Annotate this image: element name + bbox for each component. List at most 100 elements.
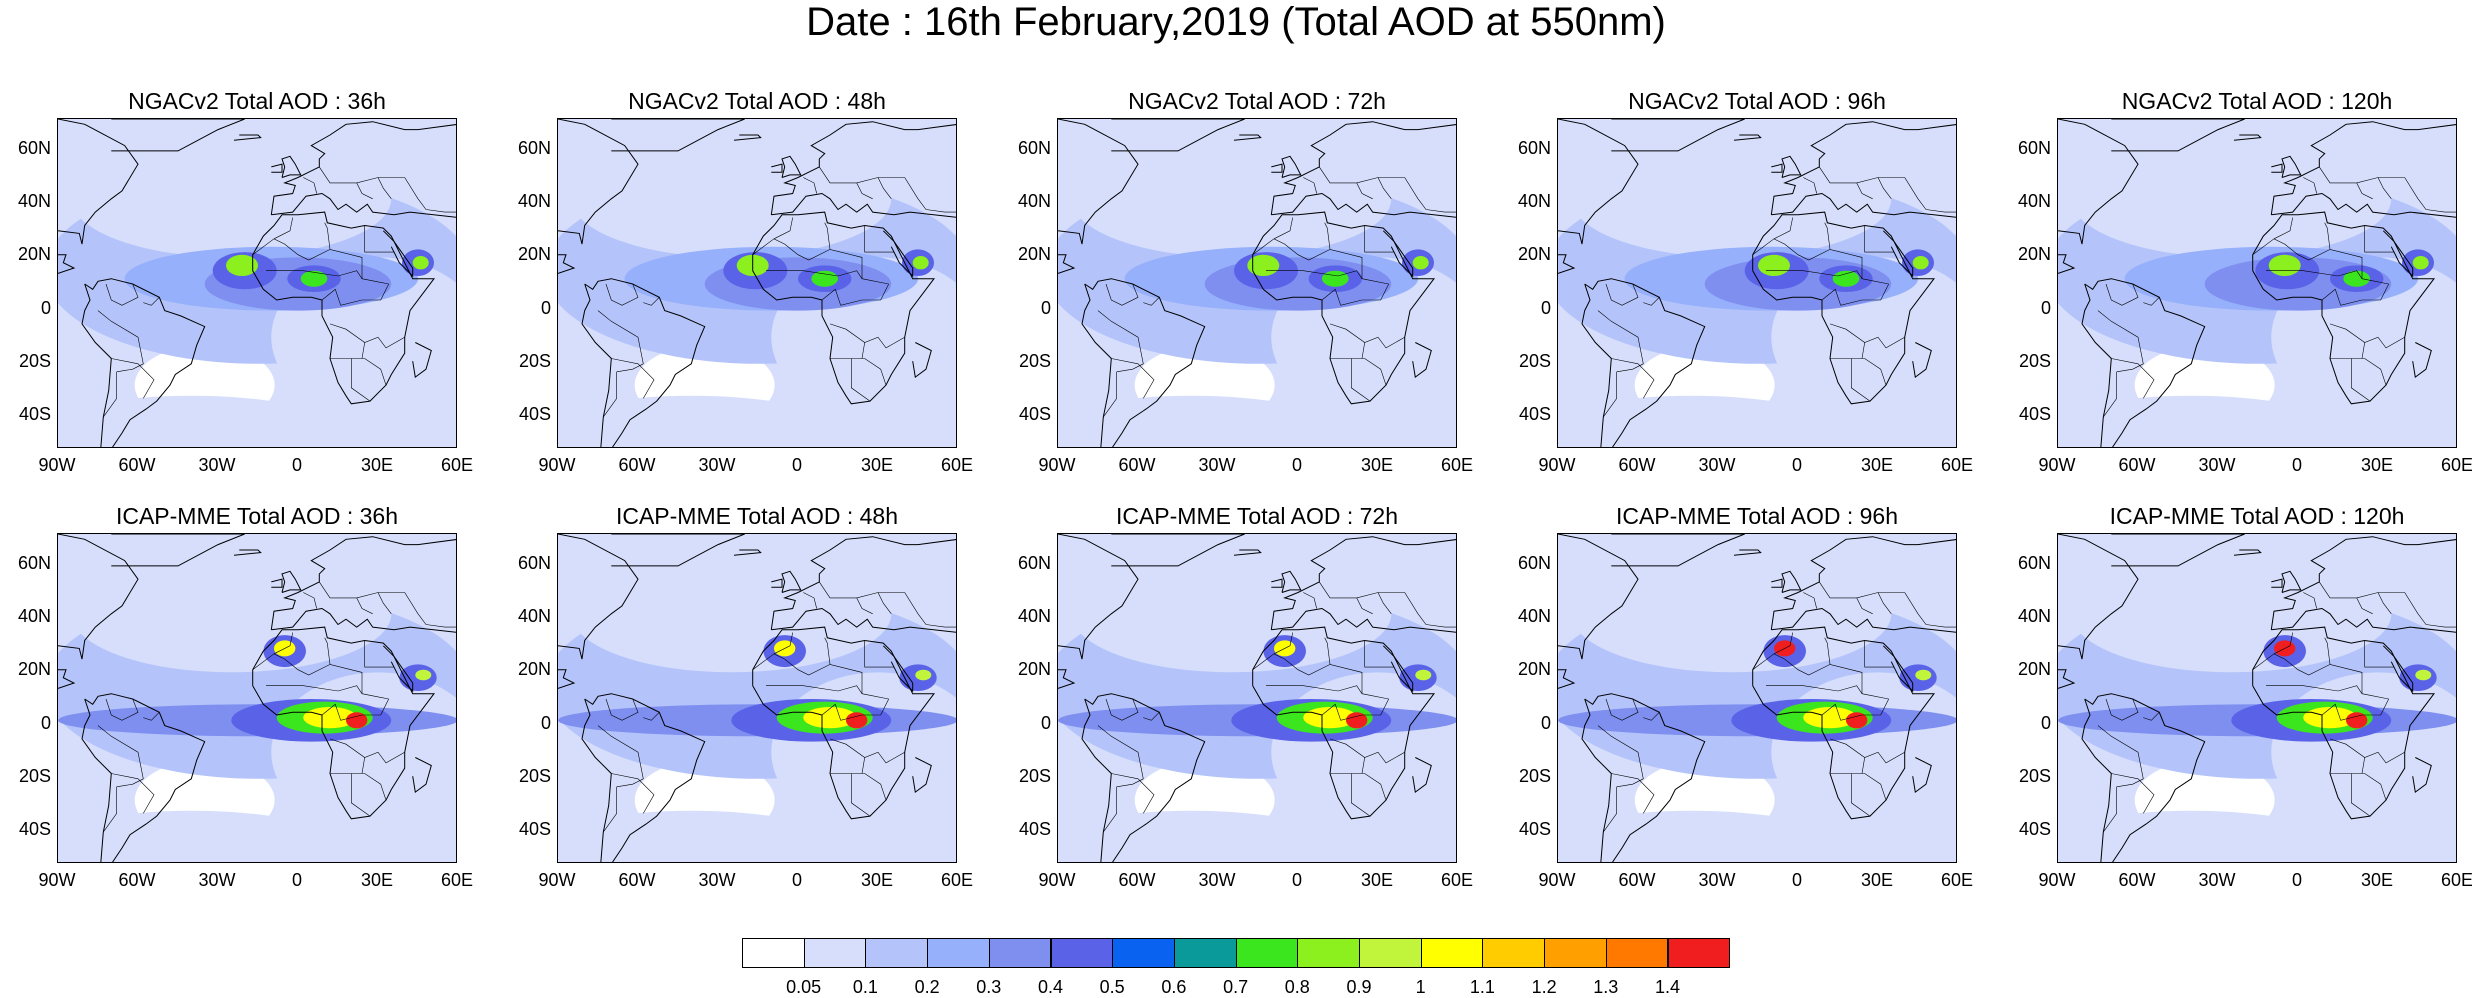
country-border xyxy=(1752,238,1889,285)
lat-tick-label: 20N xyxy=(517,244,551,264)
coastline xyxy=(1611,119,1745,152)
lat-tick-label: 40S xyxy=(518,819,551,839)
colorbar-label: 0.5 xyxy=(1099,977,1125,997)
country-border xyxy=(1319,166,1405,184)
colorbar-swatch xyxy=(1297,938,1360,968)
map-panel: ICAP-MME Total AOD : 36h 60N 40N 20N 0 20S 40S… xyxy=(18,503,473,923)
country-border xyxy=(1273,217,1293,240)
country-border xyxy=(1829,738,1905,764)
country-border xyxy=(404,592,456,628)
aod-plume xyxy=(846,712,868,729)
colorbar-label: 1.2 xyxy=(1531,977,1557,997)
colorbar-swatch xyxy=(1544,938,1607,968)
lat-tick-label: 40N xyxy=(2017,606,2051,626)
coastline xyxy=(1733,549,1762,556)
lat-tick-label: 20S xyxy=(2018,766,2051,786)
country-border xyxy=(2097,310,2144,373)
country-border xyxy=(2361,342,2365,359)
coastline xyxy=(1081,693,1206,862)
country-border xyxy=(2097,725,2144,788)
country-border xyxy=(2364,225,2394,253)
coastline xyxy=(412,757,432,793)
coastline xyxy=(271,163,283,173)
coastline xyxy=(2081,278,2206,447)
coastline xyxy=(252,626,436,820)
colorbar-label: 0.7 xyxy=(1223,977,1249,997)
lon-tick-label: 60W xyxy=(618,870,656,890)
country-border xyxy=(2377,592,2392,614)
aod-plume xyxy=(300,270,328,287)
country-border xyxy=(111,358,155,399)
coastline xyxy=(1581,278,1706,447)
lat-tick-label: 0 xyxy=(1040,298,1051,318)
country-border xyxy=(1364,640,1394,668)
country-border xyxy=(361,342,365,359)
lat-tick-label: 20N xyxy=(1017,659,1051,679)
country-border xyxy=(329,738,405,764)
country-border xyxy=(2103,786,2118,833)
lon-tick-label: 0 xyxy=(1791,870,1802,890)
lon-tick-label: 30W xyxy=(698,455,736,475)
aod-plume xyxy=(71,555,392,673)
country-border xyxy=(1330,358,1387,386)
aod-plume xyxy=(1071,555,1392,673)
country-border xyxy=(1830,358,1887,386)
country-border xyxy=(1752,653,1889,700)
aod-plume xyxy=(558,395,825,447)
aod-map xyxy=(57,118,457,448)
aod-plume xyxy=(1912,256,1929,270)
lon-tick-label: 90W xyxy=(2038,870,2076,890)
country-border xyxy=(143,712,160,721)
coastline xyxy=(382,230,414,278)
aod-plume xyxy=(1558,395,1825,447)
panel-title: ICAP-MME Total AOD : 96h xyxy=(1615,503,1899,529)
country-border xyxy=(1877,592,1892,614)
map-panel: NGACv2 Total AOD : 96h 60N 40N 20N 0 20S 40S 90… xyxy=(1518,88,1973,508)
lat-tick-label: 0 xyxy=(540,298,551,318)
lat-tick-label: 20S xyxy=(2018,351,2051,371)
coastline xyxy=(770,121,956,218)
country-border xyxy=(603,371,618,418)
lon-tick-label: 60E xyxy=(440,455,474,475)
country-border xyxy=(324,637,331,665)
country-border xyxy=(330,773,387,801)
coastline xyxy=(270,536,456,633)
lon-tick-label: 30E xyxy=(2360,455,2394,475)
lat-tick-label: 0 xyxy=(1040,713,1051,733)
country-border xyxy=(1324,222,1331,250)
coastline xyxy=(1558,669,1576,689)
coastline xyxy=(2233,134,2262,141)
panel-title: ICAP-MME Total AOD : 48h xyxy=(615,503,899,529)
country-border xyxy=(2319,581,2405,599)
lat-tick-label: 40S xyxy=(18,819,51,839)
lat-tick-label: 20S xyxy=(518,351,551,371)
country-border xyxy=(266,685,363,694)
country-border xyxy=(803,592,817,609)
lon-tick-label: 60E xyxy=(1940,870,1974,890)
country-border xyxy=(773,632,793,655)
lat-tick-label: 40N xyxy=(1017,191,1051,211)
coastline xyxy=(1058,254,1076,274)
lon-tick-label: 60W xyxy=(2118,455,2156,475)
country-border xyxy=(1105,698,1139,721)
lon-tick-label: 60E xyxy=(940,870,974,890)
country-border xyxy=(356,182,373,200)
lat-tick-label: 40S xyxy=(2018,404,2051,424)
coastline xyxy=(81,693,206,862)
country-border xyxy=(821,283,889,306)
country-border xyxy=(1330,773,1387,801)
panel-title: NGACv2 Total AOD : 120h xyxy=(2121,88,2393,114)
colorbar-swatch xyxy=(1605,938,1669,968)
lat-tick-label: 40N xyxy=(1517,191,1551,211)
lon-tick-label: 60E xyxy=(1440,455,1474,475)
country-border xyxy=(1266,270,1363,279)
lon-tick-label: 30W xyxy=(198,870,236,890)
colorbar-label: 0.8 xyxy=(1284,977,1310,997)
country-border xyxy=(1252,653,1389,700)
coastline xyxy=(882,230,914,278)
country-border xyxy=(319,581,405,599)
country-border xyxy=(877,177,892,199)
country-border xyxy=(1904,592,1956,628)
country-border xyxy=(2361,757,2365,774)
lat-tick-label: 0 xyxy=(1540,713,1551,733)
